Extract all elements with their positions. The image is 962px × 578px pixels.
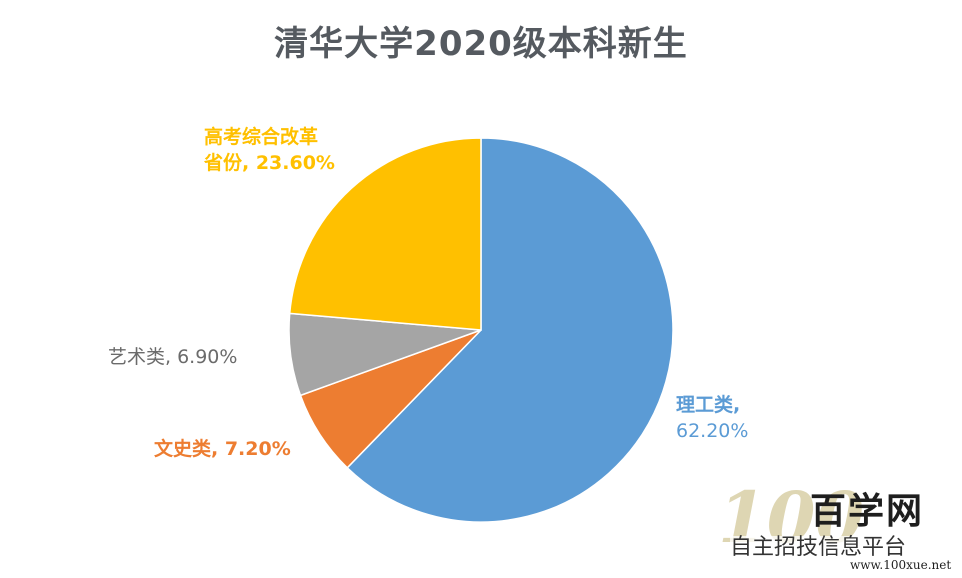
label-science-name: 理工类, [676, 394, 741, 416]
pie-slice-3 [288, 137, 482, 331]
label-science-value: 62.20% [676, 420, 749, 442]
label-liberal-arts-text: 文史类, 7.20% [154, 438, 291, 460]
label-liberal-arts: 文史类, 7.20% [154, 436, 291, 462]
label-arts: 艺术类, 6.90% [108, 344, 237, 370]
label-arts-text: 艺术类, 6.90% [108, 346, 238, 368]
label-science: 理工类, 62.20% [676, 392, 748, 444]
label-reform-provinces: 高考综合改革 省份, 23.60% [204, 124, 335, 176]
pie-slice-0 [346, 137, 674, 523]
watermark-subtitle: 自主招技信息平台 [730, 535, 907, 560]
watermark-url: www.100xue.net [850, 558, 952, 572]
label-reform-line2: 省份, 23.60% [204, 152, 335, 174]
watermark: 100 百学网 自主招技信息平台 www.100xue.net [700, 478, 962, 578]
watermark-brand: 百学网 [810, 491, 925, 532]
chart-title: 清华大学2020级本科新生 [274, 24, 688, 64]
label-reform-line1: 高考综合改革 [204, 126, 319, 148]
